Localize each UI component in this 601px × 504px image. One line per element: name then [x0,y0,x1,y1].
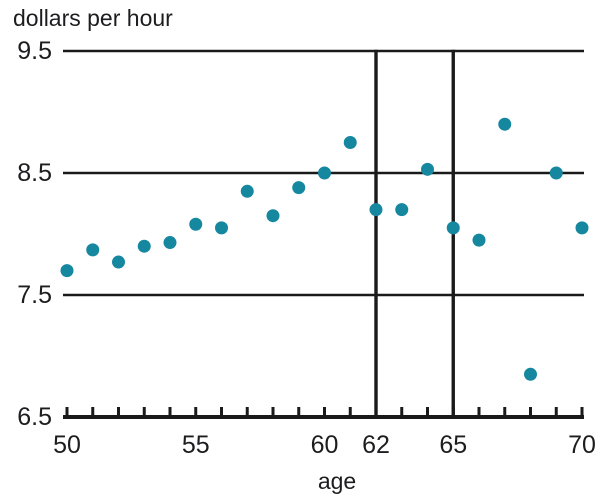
x-tick-label: 60 [310,431,339,459]
chart-title: dollars per hour [13,5,173,31]
data-point [112,255,125,269]
data-point [86,243,100,257]
y-tick-label: 7.5 [17,281,52,309]
data-point [240,184,254,198]
x-axis-title: age [317,468,357,494]
data-point [421,162,434,176]
data-point [549,166,563,180]
y-tick-label: 8.5 [17,159,52,187]
x-tick-label: 55 [181,431,210,459]
data-point [472,233,486,247]
data-point [189,217,203,231]
data-point [266,209,280,223]
x-tick-label: 50 [53,431,81,459]
data-point [498,117,512,131]
data-point [163,236,177,250]
y-tick-label: 9.5 [17,37,52,65]
data-point [446,221,460,235]
data-point [369,203,383,217]
data-point [575,221,589,235]
y-tick-label: 6.5 [17,403,52,431]
x-tick-label: 70 [568,431,596,459]
x-tick-label: 62 [362,431,390,459]
data-point [292,181,306,195]
data-point [60,264,74,278]
data-point [343,136,357,149]
x-tick-label: 65 [439,431,468,459]
data-point [215,221,228,235]
data-point [524,367,537,381]
data-point [318,166,331,180]
data-point [137,239,151,253]
data-point [395,203,409,217]
